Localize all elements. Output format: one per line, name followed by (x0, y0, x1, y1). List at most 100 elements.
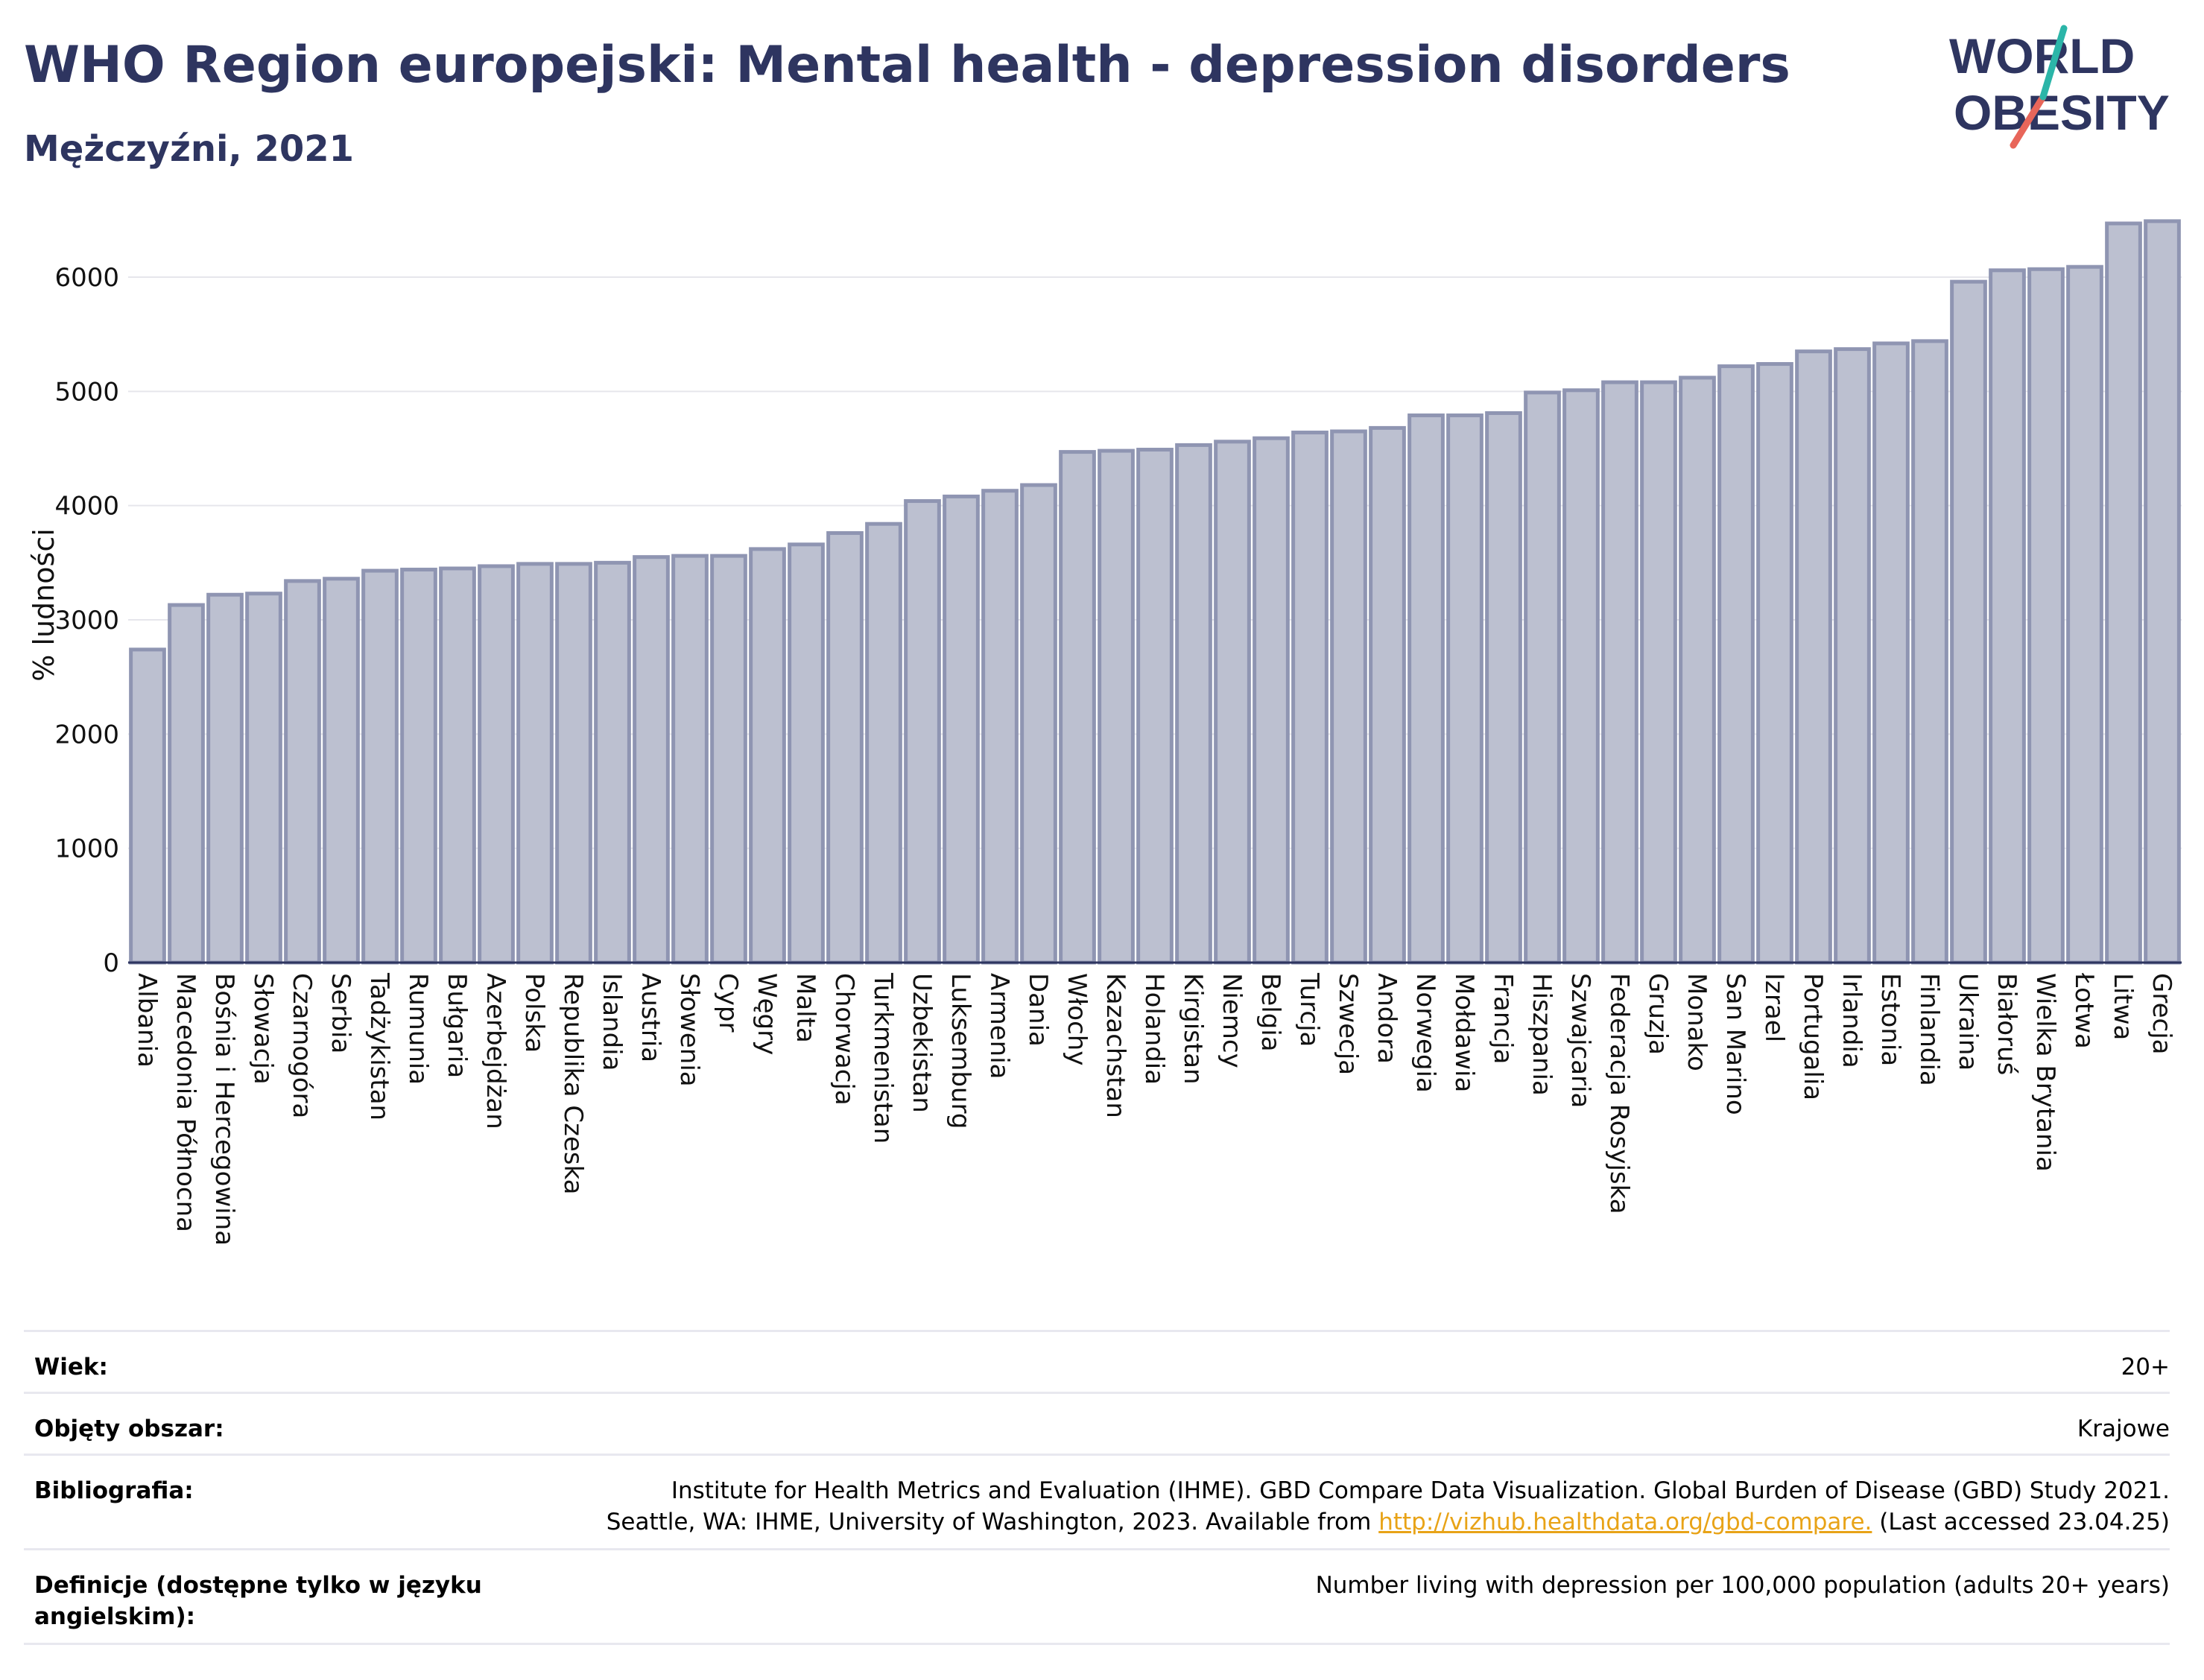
x-tick-label: Słowenia (674, 973, 704, 1087)
x-tick-label: Słowacja (248, 973, 278, 1085)
x-tick-label: Kirgistan (1178, 973, 1208, 1085)
x-tick-label: Bośnia i Hercegowina (209, 973, 239, 1246)
bar (943, 494, 980, 965)
y-tick-label: 2000 (54, 720, 119, 749)
x-tick-label: Finlandia (1914, 973, 1944, 1086)
x-tick-label: Federacja Rosyjska (1604, 973, 1634, 1214)
bar (1756, 362, 1793, 965)
info-label-definitions: Definicje (dostępne tylko w języku angie… (34, 1572, 482, 1630)
bar (129, 647, 166, 965)
x-tick-label: Serbia (326, 973, 355, 1053)
bar (1834, 347, 1871, 965)
x-tick-label: Andora (1372, 973, 1402, 1064)
bar (1214, 440, 1251, 965)
logo-text-world: WORLD (1949, 28, 2135, 83)
info-value-age: 20+ (2121, 1354, 2170, 1381)
y-tick-label: 1000 (54, 834, 119, 864)
x-tick-label: Tadżykistan (364, 972, 394, 1120)
bar-chart: 0 1000 2000 3000 4000 5000 6000 Albania Macedon… (28, 219, 2182, 1246)
info-row-bibliography: Bibliografia: Institute for Health Metri… (24, 1454, 2170, 1548)
x-tick-label: Ukraina (1953, 973, 1983, 1071)
x-tick-label: Rumunia (403, 973, 433, 1085)
x-tick-label: San Marino (1720, 973, 1750, 1115)
bibliography-line2-pre: Seattle, WA: IHME, University of Washing… (606, 1509, 1379, 1535)
x-tick-label: Gruzja (1643, 973, 1673, 1055)
x-tick-label: Bułgaria (442, 973, 472, 1078)
y-axis-label: % ludności (28, 528, 60, 682)
x-tick-label: Macedonia Północna (171, 973, 200, 1232)
world-obesity-logo: WORLD OBESITY (1949, 25, 2170, 149)
x-tick-label: Kazachstan (1101, 973, 1130, 1118)
page-title: WHO Region europejski: Mental health - d… (24, 36, 1790, 95)
info-label-bibliography: Bibliografia: (34, 1477, 194, 1504)
info-label-area: Objęty obszar: (34, 1416, 224, 1442)
x-tick-label: Niemcy (1217, 973, 1247, 1068)
x-tick-label: Republika Czeska (558, 973, 588, 1195)
info-value-area: Krajowe (2077, 1416, 2170, 1442)
bar (981, 489, 1019, 965)
bar (1175, 443, 1212, 965)
x-tick-label: Luksemburg (946, 973, 975, 1129)
x-tick-label: Armenia (984, 973, 1014, 1080)
info-value-definitions: Number living with depression per 100,00… (1315, 1572, 2170, 1599)
bar (1911, 339, 1948, 965)
x-tick-label: Izrael (1759, 973, 1789, 1042)
bar (1640, 380, 1677, 965)
x-tick-label: Holandia (1139, 973, 1169, 1085)
x-tick-label: Dania (1023, 973, 1053, 1047)
bibliography-line2-post: (Last accessed 23.04.25) (1872, 1509, 2170, 1535)
logo-text-obesity: OBESITY (1954, 85, 2170, 140)
x-tick-label: Portugalia (1798, 973, 1828, 1100)
bars (129, 219, 2181, 965)
bar (361, 568, 399, 965)
bar (439, 566, 476, 965)
bar (1330, 429, 1367, 965)
x-tick-label: Albania (132, 973, 162, 1068)
bar (1717, 364, 1755, 965)
bar (1253, 436, 1290, 965)
x-tick-label: Chorwacja (829, 973, 859, 1106)
x-tick-label: Estonia (1875, 973, 1905, 1066)
logo-slash-red (2010, 93, 2047, 149)
y-tick-label: 5000 (54, 377, 119, 407)
x-tick-label: Włochy (1062, 973, 1092, 1065)
x-tick-label: Wielka Brytania (2030, 973, 2060, 1172)
bar (671, 554, 709, 965)
logo-slash-teal (2039, 25, 2068, 101)
bar (1989, 268, 2026, 965)
bar (749, 547, 786, 965)
x-tick-label: Polska (519, 973, 549, 1053)
bar (555, 562, 592, 965)
x-tick-label: Litwa (2108, 973, 2138, 1040)
x-tick-label: Uzbekistan (907, 973, 937, 1113)
bar (904, 499, 941, 965)
x-tick-label: Szwecja (1333, 973, 1363, 1075)
x-tick-label: Turcja (1294, 972, 1324, 1047)
x-tick-label: Łotwa (2069, 972, 2099, 1049)
bibliography-line1: Institute for Health Metrics and Evaluat… (671, 1477, 2170, 1504)
x-tick-label: Islandia (597, 973, 627, 1071)
info-label-age: Wiek: (34, 1354, 108, 1381)
bar (1601, 380, 1638, 965)
x-tick-label: Irlandia (1837, 973, 1866, 1068)
bibliography-link[interactable]: http://vizhub.healthdata.org/gbd-compare… (1378, 1509, 1872, 1535)
bar (478, 564, 515, 965)
bar (594, 560, 631, 965)
x-tick-label: Czarnogóra (287, 973, 317, 1118)
bar (245, 592, 282, 965)
x-tick-label: Malta (791, 973, 820, 1043)
x-tick-label: Mołdawia (1449, 973, 1479, 1092)
bar (400, 568, 437, 965)
y-tick-label: 6000 (54, 263, 119, 293)
x-tick-label: Belgia (1255, 973, 1285, 1052)
y-tick-label: 0 (103, 948, 119, 978)
x-tick-label: Azerbejdżan (481, 973, 510, 1129)
x-tick-label: Cypr (713, 973, 743, 1032)
info-value-bibliography: Institute for Health Metrics and Evaluat… (607, 1475, 2170, 1538)
bibliography-line2: Seattle, WA: IHME, University of Washing… (607, 1506, 2170, 1538)
bar (1872, 341, 1910, 965)
bar (1020, 483, 1057, 965)
x-tick-label: Francja (1488, 973, 1518, 1064)
info-row-area: Objęty obszar: Krajowe (24, 1392, 2170, 1454)
bar (2105, 221, 2142, 965)
